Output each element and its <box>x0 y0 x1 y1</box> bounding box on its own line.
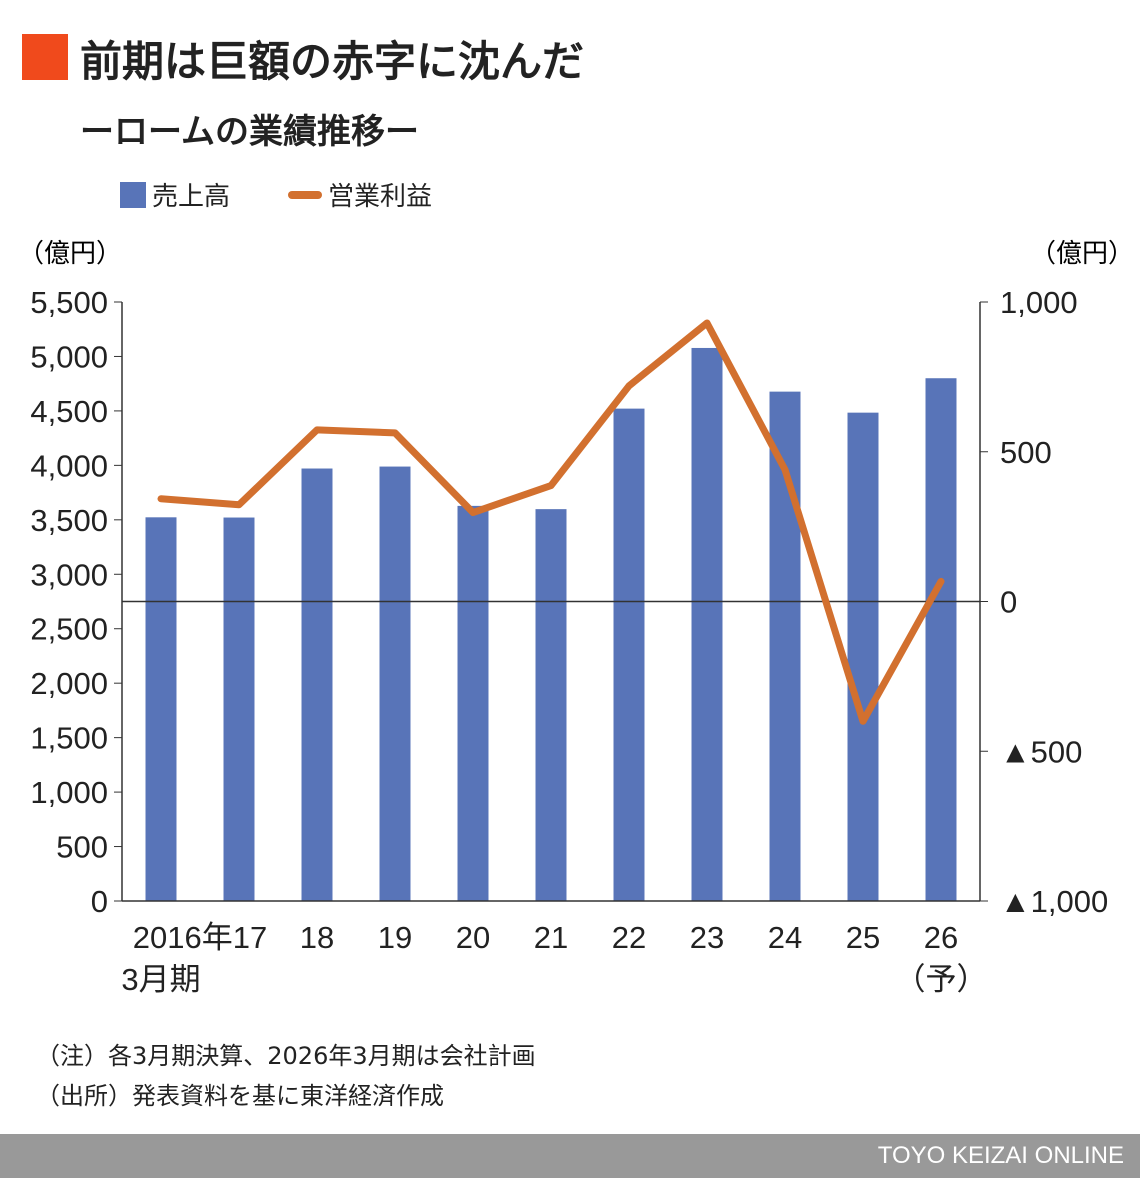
left-tick-label: 2,000 <box>30 666 108 701</box>
left-tick-label: 4,500 <box>30 394 108 429</box>
bar <box>457 505 489 901</box>
legend-swatch-line <box>288 190 322 199</box>
note: （注）各3月期決算、2026年3月期は会社計画 <box>36 1042 536 1070</box>
right-tick-label: 1,000 <box>1000 285 1078 320</box>
left-tick-label: 1,500 <box>30 721 108 756</box>
legend-swatch-bar <box>120 181 146 208</box>
x-tick-label: 19 <box>378 920 412 955</box>
left-axis-label: （億円） <box>18 238 122 268</box>
left-tick-label: 5,500 <box>30 285 108 320</box>
right-tick-label: 0 <box>1000 585 1017 620</box>
chart-title: 前期は巨額の赤字に沈んだ <box>80 37 585 86</box>
chart-area: （億円） （億円） 0 500 1,000 1,500 2,000 2,500 3,000 3… <box>18 238 1134 997</box>
bar <box>613 408 645 901</box>
x-tick-label: 23 <box>690 920 724 955</box>
right-axis-label: （億円） <box>1030 238 1134 268</box>
left-tick-label: 500 <box>56 830 108 865</box>
footer-brand: TOYO KEIZAI ONLINE <box>877 1142 1124 1169</box>
bar <box>379 466 411 901</box>
bar <box>223 517 255 901</box>
x-tick-label: 26 <box>924 920 958 955</box>
bar <box>301 468 333 901</box>
x-tick-label: 18 <box>300 920 334 955</box>
x-tick-label: 22 <box>612 920 646 955</box>
footer-bar: TOYO KEIZAI ONLINE <box>0 1134 1140 1178</box>
legend-label: 売上高 <box>152 182 231 212</box>
x-tick-label: 20 <box>456 920 490 955</box>
left-tick-label: 5,000 <box>30 339 108 374</box>
bar <box>535 509 567 901</box>
left-tick-label: 0 <box>91 884 108 919</box>
x-sub-label: 3月期 <box>121 962 200 997</box>
bar <box>691 347 723 902</box>
x-tick-label: 24 <box>768 920 802 955</box>
left-tick-label: 1,000 <box>30 775 108 810</box>
right-tick-label: ▲1,000 <box>1000 884 1108 919</box>
chart-subtitle: ーロームの業績推移ー <box>80 112 419 152</box>
left-tick-label: 4,000 <box>30 448 108 483</box>
bar <box>847 412 879 901</box>
legend-sales: 売上高 <box>120 176 230 213</box>
x-tick-label: 25 <box>846 920 880 955</box>
x-sub-label: （予） <box>895 962 988 997</box>
bar <box>925 378 957 902</box>
title-marker <box>22 34 68 80</box>
legend-profit: 営業利益 <box>288 176 432 213</box>
x-tick-label: 2016年17 <box>133 920 267 955</box>
bar <box>145 517 177 901</box>
left-tick-label: 3,500 <box>30 503 108 538</box>
source: （出所）発表資料を基に東洋経済作成 <box>36 1082 444 1110</box>
right-tick-label: ▲500 <box>1000 734 1082 769</box>
right-tick-label: 500 <box>1000 435 1052 470</box>
legend-label: 営業利益 <box>328 182 433 212</box>
x-tick-label: 21 <box>534 920 568 955</box>
left-tick-label: 2,500 <box>30 612 108 647</box>
left-tick-label: 3,000 <box>30 557 108 592</box>
